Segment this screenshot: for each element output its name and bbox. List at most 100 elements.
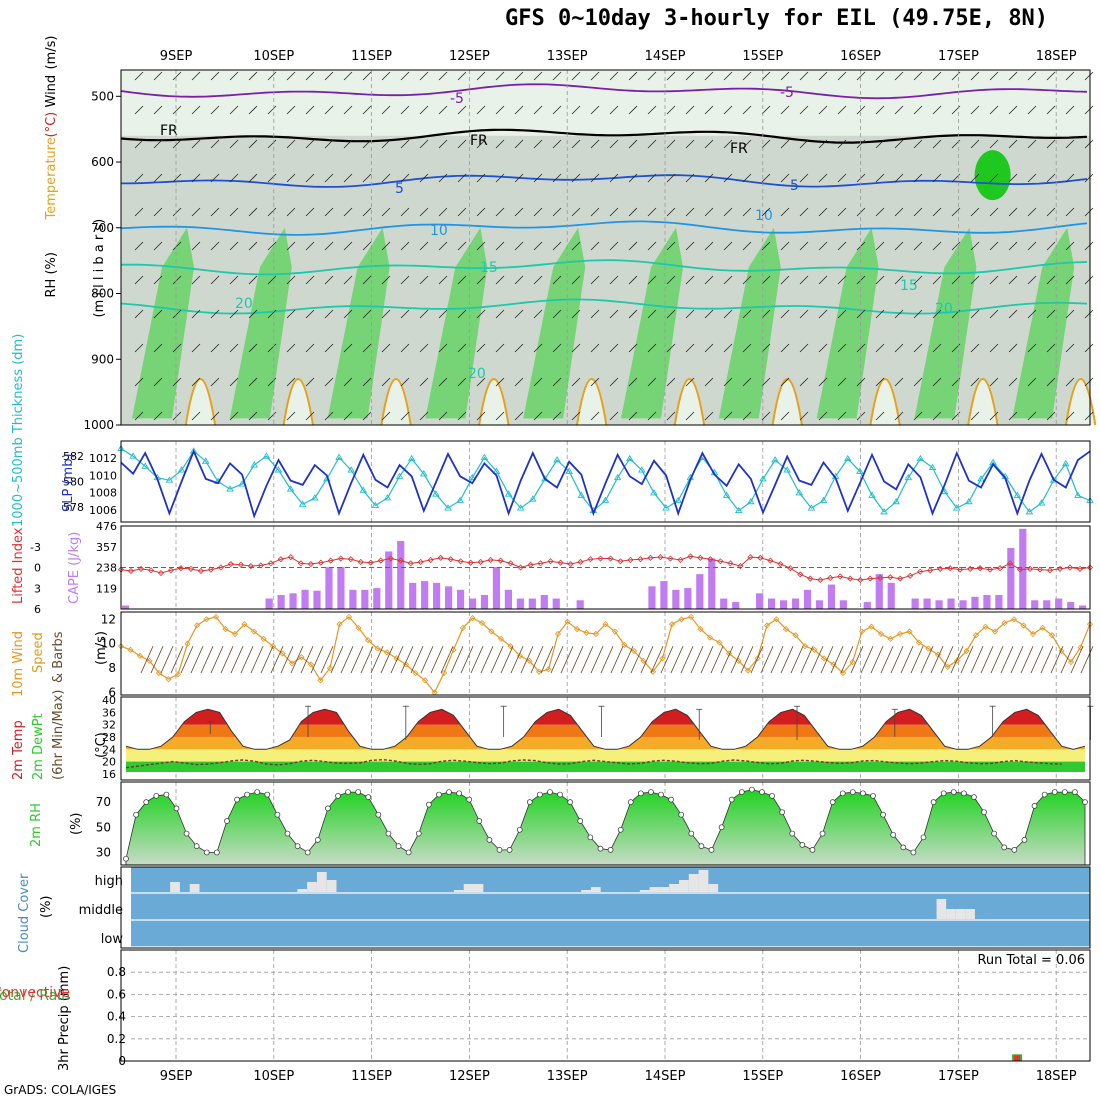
wind-barb [457,173,467,183]
slp-tick-label: 1010 [89,469,117,482]
cape-bar [815,600,824,609]
wind-barb [932,411,942,421]
wind-barb [856,207,866,217]
wind-barb [172,173,182,183]
surface-wind-barb [730,646,744,674]
wind-barb [457,343,467,353]
temp-ylabel-part: (°C) [94,732,109,758]
wind-barb [761,207,771,217]
wind-speed-point [336,621,343,628]
rh-point [375,811,382,818]
wind-barb [590,105,600,115]
wind-speed-point [526,657,533,664]
wind-barb [381,207,391,217]
cape-bar [935,600,943,609]
wind-barb [343,139,353,149]
lifted-index-point [647,554,654,561]
y-tick-label: 500 [91,89,114,103]
wind-speed-point [1058,647,1065,655]
thickness-point [1037,499,1046,506]
wind-barb [799,173,809,183]
wind-barb [362,377,372,387]
x-date-label-top: 16SEP [840,49,881,64]
wind-barb [305,71,315,81]
temp-ylabel: (°C) [94,732,109,758]
wind-barb [172,343,182,353]
wind-barb [400,139,410,149]
surface-wind-barb [870,646,884,674]
wind-barb [210,309,220,319]
wind-barb [723,105,733,115]
lifted-index-point [257,562,264,569]
lifted-index-point [577,558,584,566]
lifted-index-point [1076,565,1084,572]
wind-speed-point [972,632,980,639]
cape-bar [516,598,524,609]
thickness-point [965,497,973,505]
wind-speed-point [811,646,818,653]
surface-dome [673,377,706,426]
surface-wind-barb [300,646,314,674]
wind-barb [799,71,809,81]
wind-barb [989,343,999,353]
rh-point [870,792,876,799]
x-date-label-bottom: 15SEP [742,1069,783,1084]
rh-tick-label: 70 [96,795,111,809]
surface-wind-barb [770,646,784,674]
thickness-point [577,491,586,498]
rh-point [496,847,503,853]
thickness-point [625,454,634,462]
x-date-label-top: 10SEP [253,49,294,64]
wind-barb [229,173,239,183]
wind-barb [229,71,239,81]
lifted-index-point [697,554,704,561]
wind-barb [913,207,923,217]
cape-bar [456,589,465,609]
x-date-label-top: 14SEP [645,49,686,64]
rh-point [688,830,695,837]
cape-bar [827,584,835,609]
wind-barb [780,105,790,115]
thickness-point [274,466,283,473]
wind-barb [419,105,429,115]
wind-speed-point [640,657,647,664]
wind-barb [286,241,296,251]
wind-barb [685,377,695,387]
rh-point [466,796,473,803]
wind-barb [704,139,714,149]
cloud-level-label: middle [79,903,123,918]
wind-barb [191,139,201,149]
lifted-index-point [1007,560,1014,567]
surface-wind-barb [660,646,674,674]
wind-barb [647,275,657,285]
wind-speed-point [887,635,894,642]
wind-barb [628,241,638,251]
thickness-point [1061,459,1070,467]
lifted-index-point [207,566,214,573]
wind-barb [894,71,904,81]
rh-ylabel-text: 2m RH [29,803,44,847]
isotherm-label: 5 [395,181,404,197]
rh-units: (%) [69,813,84,836]
cape-tick-label: 238 [96,562,117,575]
wind-barb [495,275,505,285]
cape-bar [445,586,453,609]
wind-barb [324,139,334,149]
surface-wind-barb [810,646,824,674]
wind-barb [1008,139,1018,149]
wind-barb [647,309,657,319]
wind-barb [210,71,220,81]
rh-point [244,791,250,798]
wind-speed-point [1077,644,1084,651]
surface-wind-barb [690,646,704,674]
wind-barb [533,105,543,115]
lifted-index-point [307,560,314,568]
wind-speed-point [222,626,229,633]
wind-barb [666,411,676,421]
lifted-index-point [407,560,414,567]
lifted-index-point [147,567,155,574]
wind-barb [894,275,904,285]
temp-ylabel: (6hr Min/Max) [51,690,66,780]
rh-point [880,811,886,818]
rh-streak [523,227,586,419]
